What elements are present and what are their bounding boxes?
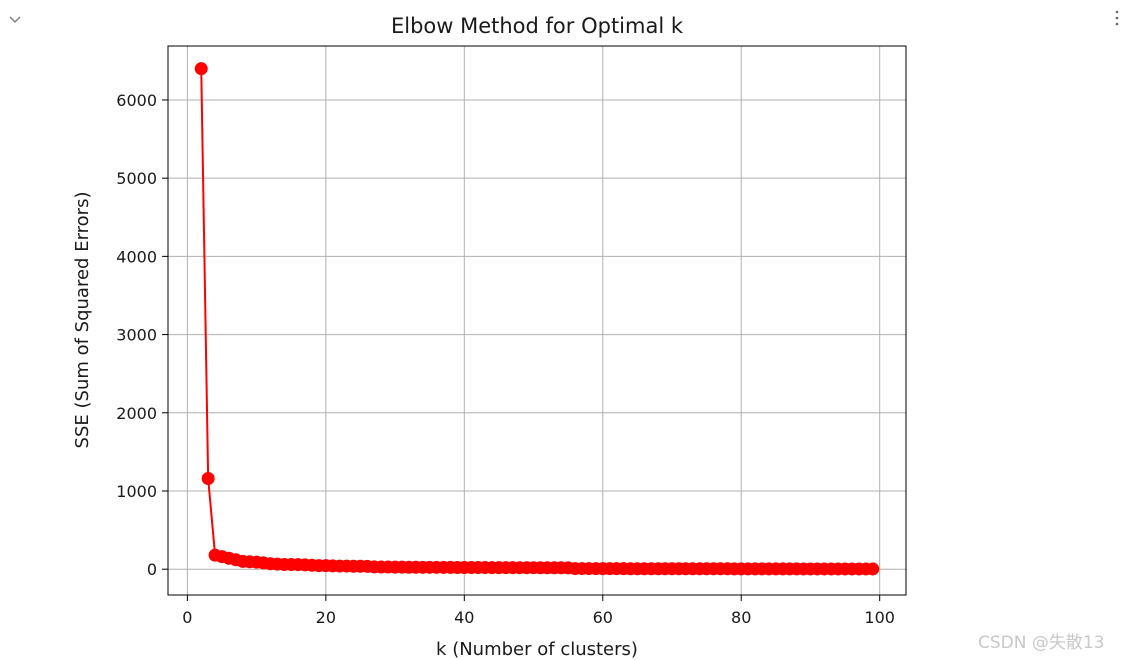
x-tick-label: 80	[731, 608, 751, 627]
y-tick-label: 6000	[116, 91, 157, 110]
x-tick-label: 20	[316, 608, 336, 627]
data-point	[866, 562, 880, 576]
x-tick-label: 40	[454, 608, 474, 627]
y-tick-label: 0	[147, 560, 157, 579]
y-tick-label: 2000	[116, 404, 157, 423]
y-tick-label: 4000	[116, 247, 157, 266]
data-point	[194, 62, 208, 76]
y-tick-label: 1000	[116, 482, 157, 501]
chevron-down-icon[interactable]	[6, 10, 24, 28]
data-point	[201, 471, 215, 485]
series-line	[200, 68, 873, 570]
watermark: CSDN @失散13	[978, 633, 1105, 653]
vertical-ellipsis-icon[interactable]	[1108, 6, 1126, 30]
sse-series	[194, 62, 880, 576]
x-tick-label: 0	[182, 608, 192, 627]
chart-title: Elbow Method for Optimal k	[391, 14, 684, 38]
y-tick-label: 3000	[116, 326, 157, 345]
x-tick-label: 60	[593, 608, 613, 627]
grid-lines	[168, 46, 906, 595]
y-axis-label: SSE (Sum of Squared Errors)	[72, 192, 93, 449]
plot-frame	[167, 45, 907, 596]
x-axis-label: k (Number of clusters)	[436, 639, 638, 660]
y-tick-label: 5000	[116, 169, 157, 188]
x-tick-label: 100	[864, 608, 895, 627]
